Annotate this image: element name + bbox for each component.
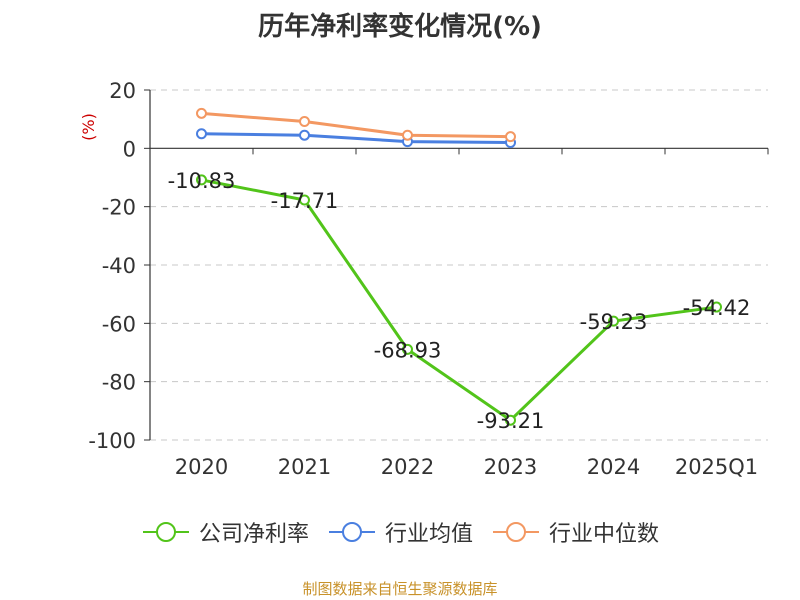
legend-marker-icon bbox=[328, 522, 375, 542]
legend-label: 公司净利率 bbox=[198, 522, 309, 547]
grid-lines bbox=[150, 89, 768, 441]
series-point bbox=[299, 116, 310, 127]
y-tick-label: -80 bbox=[102, 371, 136, 395]
x-tick-label: 2022 bbox=[381, 455, 434, 479]
source-note: 制图数据来自恒生聚源数据库 bbox=[302, 580, 498, 598]
axes: 20 0 -20 -40 -60 -80 -100 2020 2021 2022 2023 2024 2… bbox=[79, 79, 769, 479]
legend-label: 行业均值 bbox=[384, 522, 473, 547]
legend-marker-icon bbox=[142, 522, 189, 542]
series-line-2 bbox=[201, 132, 511, 144]
data-label: -54.42 bbox=[683, 296, 751, 320]
data-label: -17.71 bbox=[271, 189, 339, 213]
series-point bbox=[711, 301, 722, 313]
y-tick-label: 20 bbox=[109, 79, 136, 103]
x-tick-label: 2024 bbox=[587, 455, 640, 479]
y-tick-label: -40 bbox=[102, 254, 136, 278]
series-point bbox=[299, 194, 310, 206]
series-point bbox=[196, 174, 207, 186]
series-point bbox=[196, 128, 207, 140]
y-tick-label: -60 bbox=[102, 312, 136, 336]
legend-marker-icon bbox=[493, 522, 539, 542]
data-label: -68.93 bbox=[374, 338, 442, 362]
y-tick-label: -100 bbox=[88, 429, 136, 453]
legend-item[interactable]: 行业均值 bbox=[327, 516, 473, 548]
series-point bbox=[402, 129, 413, 141]
legend-label: 行业中位数 bbox=[549, 522, 660, 547]
y-axis-label: (%) bbox=[79, 113, 98, 141]
data-labels: -10.83 -17.71 -68.93 -93.21 -59.23 -54.42 bbox=[168, 169, 751, 433]
series-point bbox=[505, 414, 516, 426]
y-tick-label: 0 bbox=[123, 137, 136, 161]
series-lines bbox=[196, 107, 722, 426]
series-point bbox=[299, 129, 310, 141]
chart-title: 历年净利率变化情况(%) bbox=[258, 12, 542, 42]
data-label: -59.23 bbox=[580, 310, 648, 334]
data-label: -10.83 bbox=[168, 169, 236, 193]
x-tick-label: 2021 bbox=[278, 455, 331, 479]
series-point bbox=[196, 107, 207, 119]
x-tick-label: 2025Q1 bbox=[675, 455, 758, 479]
series-point bbox=[608, 315, 619, 327]
legend: 公司净利率 行业均值 行业中位数 bbox=[0, 516, 800, 548]
series-point bbox=[402, 343, 413, 355]
x-tick-label: 2023 bbox=[484, 455, 537, 479]
x-tick-label: 2020 bbox=[175, 455, 228, 479]
series-line-3 bbox=[201, 111, 511, 139]
legend-item[interactable]: 公司净利率 bbox=[141, 516, 309, 548]
series-line-1 bbox=[201, 178, 717, 422]
y-tick-label: -20 bbox=[102, 196, 136, 220]
data-label: -93.21 bbox=[477, 409, 545, 433]
legend-item[interactable]: 行业中位数 bbox=[491, 516, 659, 548]
series-point bbox=[505, 131, 516, 143]
